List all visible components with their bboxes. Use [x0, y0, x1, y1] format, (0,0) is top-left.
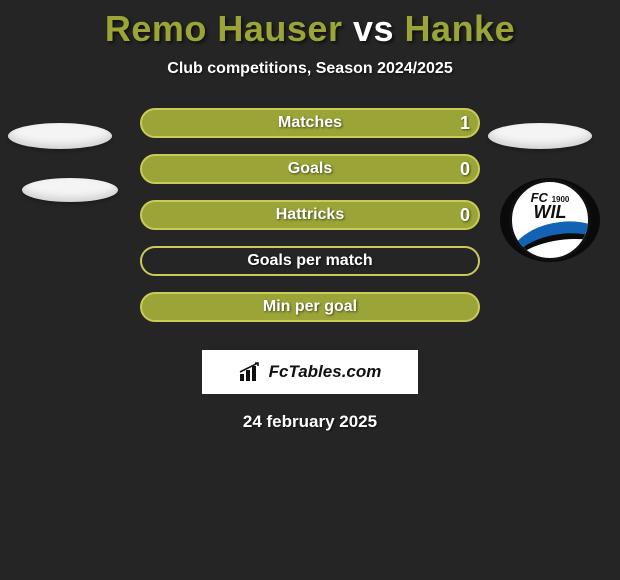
title-player2: Hanke: [405, 8, 516, 49]
title-player1: Remo Hauser: [105, 8, 343, 49]
stat-row: Min per goal: [0, 290, 620, 336]
brand-box: FcTables.com: [202, 350, 418, 394]
stat-bar: [140, 200, 480, 230]
stat-bar: [140, 292, 480, 322]
stats-container: Matches1Goals0Hattricks0Goals per matchM…: [0, 106, 620, 336]
stat-row: Goals0: [0, 152, 620, 198]
stat-row: Goals per match: [0, 244, 620, 290]
stat-value-right: 1: [460, 108, 470, 138]
stat-value-right: 0: [460, 154, 470, 184]
brand-text: FcTables.com: [269, 362, 382, 382]
bar-chart-icon: [239, 362, 263, 382]
stat-row: Hattricks0: [0, 198, 620, 244]
date-label: 24 february 2025: [0, 412, 620, 432]
stat-bar: [140, 246, 480, 276]
stat-bar: [140, 108, 480, 138]
page-title: Remo Hauser vs Hanke: [0, 0, 620, 50]
subtitle: Club competitions, Season 2024/2025: [0, 60, 620, 78]
stat-value-right: 0: [460, 200, 470, 230]
stat-bar: [140, 154, 480, 184]
title-vs: vs: [353, 8, 394, 49]
stat-row: Matches1: [0, 106, 620, 152]
